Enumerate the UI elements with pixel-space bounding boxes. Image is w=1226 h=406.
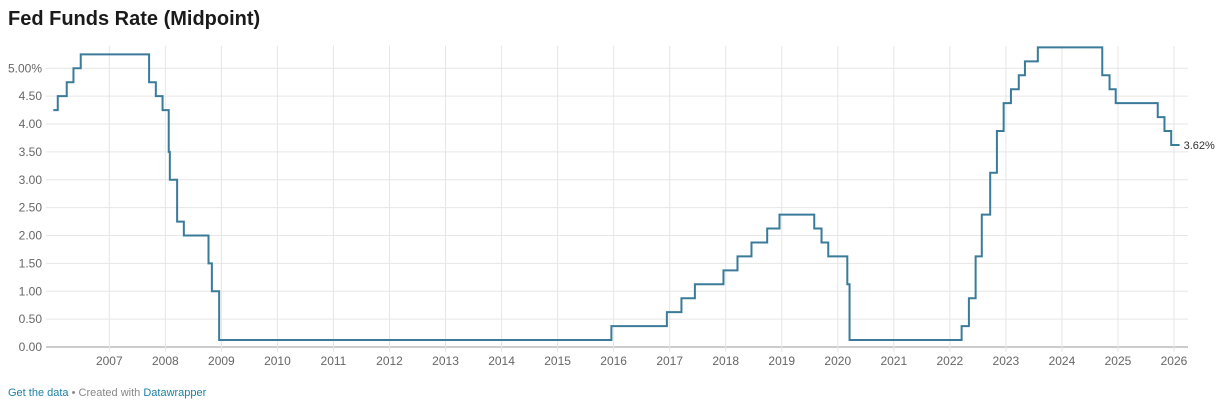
chart-title: Fed Funds Rate (Midpoint)	[8, 8, 260, 30]
x-tick-label: 2007	[96, 354, 123, 368]
x-tick-label: 2025	[1105, 354, 1132, 368]
y-tick-label: 3.00	[19, 173, 43, 187]
x-tick-label: 2024	[1049, 354, 1076, 368]
data-link[interactable]: Get the data	[8, 387, 69, 399]
x-tick-label: 2019	[768, 354, 795, 368]
y-tick-label: 4.50	[19, 89, 43, 103]
x-tick-label: 2011	[321, 354, 347, 368]
y-tick-label: 0.00	[19, 340, 43, 354]
x-tick-label: 2017	[656, 354, 683, 368]
y-tick-label: 2.00	[19, 229, 43, 243]
y-tick-label: 4.00	[19, 117, 43, 131]
x-tick-label: 2021	[880, 354, 907, 368]
x-tick-label: 2012	[376, 354, 403, 368]
x-tick-label: 2008	[152, 354, 179, 368]
brand-link[interactable]: Datawrapper	[143, 387, 207, 399]
x-tick-label: 2014	[488, 354, 515, 368]
x-tick-label: 2023	[993, 354, 1020, 368]
y-tick-label: 3.50	[19, 145, 43, 159]
footer: Get the data • Created with Datawrapper	[8, 387, 206, 399]
credit: • Created with	[68, 387, 144, 399]
x-tick-label: 2026	[1161, 354, 1188, 368]
x-tick-label: 2015	[544, 354, 571, 368]
x-tick-label: 2020	[824, 354, 851, 368]
y-tick-label: 1.00	[19, 284, 43, 298]
value-label: 3.62%	[1184, 140, 1215, 152]
y-tick-label: 1.50	[19, 256, 43, 270]
y-tick-label: 5.00%	[8, 61, 42, 75]
x-tick-label: 2009	[208, 354, 235, 368]
x-tick-label: 2022	[936, 354, 963, 368]
chart: Fed Funds Rate (Midpoint) 0.00 0.50 1.00 1.…	[8, 8, 1215, 368]
x-tick-label: 2016	[600, 354, 627, 368]
y-tick-label: 2.50	[19, 201, 43, 215]
x-tick-label: 2010	[264, 354, 291, 368]
data-line	[53, 46, 1180, 342]
x-tick-label: 2013	[432, 354, 459, 368]
y-tick-label: 0.50	[19, 312, 43, 326]
x-tick-label: 2018	[712, 354, 739, 368]
